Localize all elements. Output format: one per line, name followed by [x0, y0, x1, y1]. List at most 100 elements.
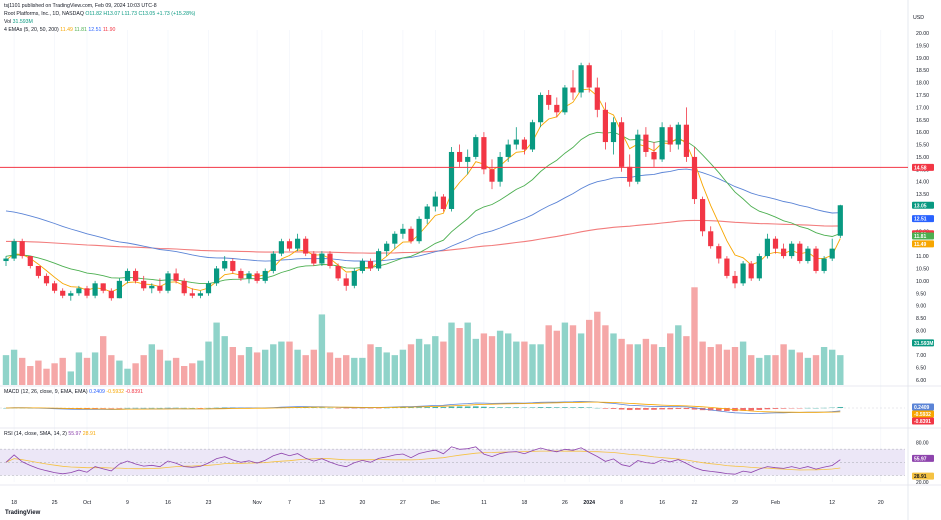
volume-bar — [715, 344, 722, 385]
candle-body — [92, 283, 98, 296]
volume-bar — [27, 366, 34, 385]
candle-body — [173, 273, 179, 281]
volume-bar — [399, 349, 407, 385]
volume-bar — [270, 344, 277, 385]
candle-body — [594, 87, 600, 110]
price-tick-label: 15.00 — [916, 155, 929, 161]
candle-body — [384, 243, 390, 252]
volume-bar — [407, 344, 415, 385]
volume-bar — [812, 355, 820, 385]
price-tick-label: 19.00 — [916, 56, 929, 62]
price-label: 13.05 — [914, 203, 927, 209]
time-tick-label: 7 — [288, 500, 291, 506]
time-tick-label: 2024 — [583, 500, 595, 506]
candle-body — [76, 288, 82, 294]
candle-body — [440, 196, 446, 209]
candle-body — [481, 137, 487, 170]
candle-body — [529, 122, 536, 150]
price-tick-label: 17.00 — [916, 105, 929, 111]
volume-bar — [699, 341, 706, 385]
volume-bar — [820, 347, 828, 385]
volume-bar — [108, 355, 115, 385]
time-tick-label: 12 — [829, 500, 835, 506]
tradingview-logo: TradingView — [5, 510, 40, 516]
macd-histogram-bar — [497, 407, 503, 408]
volume-bar — [634, 344, 641, 385]
time-tick-label: 23 — [206, 500, 212, 506]
volume-bar — [367, 344, 374, 385]
candle-body — [675, 124, 681, 145]
volume-bar — [804, 357, 812, 385]
volume-bar — [424, 344, 431, 385]
macd-histogram-bar — [432, 406, 439, 408]
volume-bar — [10, 349, 18, 385]
macd-label-box — [912, 417, 934, 425]
candle-body — [286, 241, 293, 249]
volume-bar — [505, 333, 512, 385]
candle-body — [214, 268, 220, 284]
volume-bar — [391, 355, 398, 385]
time-tick-label: 29 — [732, 500, 738, 506]
candle-body — [805, 248, 811, 262]
macd-label: MACD (12, 26, close, 9, EMA, EMA) — [4, 389, 88, 395]
macd-histogram-bar — [659, 408, 665, 410]
candle-body — [416, 218, 422, 242]
time-tick-label: 20 — [360, 500, 366, 506]
volume-bar — [334, 357, 342, 385]
volume-bar — [748, 355, 755, 385]
rsi-ma-value: 28.91 — [82, 431, 96, 437]
volume-bar — [464, 322, 471, 385]
candle-body — [570, 87, 576, 93]
macd-histogram-bar — [635, 408, 641, 410]
price-tick-label: 6.00 — [916, 378, 926, 384]
volume-bar — [650, 344, 658, 385]
macd-histogram-bar — [545, 407, 552, 408]
volume-bar — [723, 349, 731, 385]
candle-body — [789, 243, 795, 257]
candle-body — [635, 134, 641, 182]
time-tick-label: 8 — [620, 500, 623, 506]
macd-label-box — [912, 410, 934, 418]
volume-bar — [343, 355, 350, 385]
candle-body — [740, 263, 746, 284]
candle-body — [813, 248, 819, 271]
candle-body — [359, 261, 365, 271]
candle-body — [278, 241, 284, 254]
candlesticks — [3, 62, 843, 301]
candle-body — [554, 104, 560, 113]
macd-histogram-bar — [416, 407, 422, 408]
volume-bar — [286, 341, 293, 385]
candle-body — [335, 265, 341, 279]
candle-body — [311, 253, 317, 264]
volume-bar — [764, 355, 771, 385]
time-tick-label: Dec — [431, 500, 441, 506]
volume-bars — [2, 287, 844, 385]
candle-body — [473, 137, 479, 157]
price-tick-label: 7.00 — [916, 353, 926, 359]
volume-bar — [480, 333, 488, 385]
volume-bar — [658, 347, 666, 385]
volume-bar — [116, 360, 123, 385]
volume-bar — [707, 347, 714, 385]
price-tick-label: 10.50 — [916, 266, 929, 272]
candle-body — [602, 109, 608, 143]
ema-50-line — [5, 168, 841, 262]
candle-body — [68, 293, 74, 296]
macd-histogram-bar — [440, 407, 447, 408]
price-label: 14.58 — [914, 165, 927, 171]
candle-body — [165, 273, 171, 291]
price-tick-label: 18.50 — [916, 68, 929, 74]
time-tick-label: 11 — [481, 500, 486, 506]
price-tick-label: 16.00 — [916, 130, 929, 136]
candle-body — [124, 270, 131, 281]
ema-20-line — [5, 131, 841, 285]
macd-histogram-bar — [586, 407, 592, 408]
macd-histogram-bar — [602, 408, 609, 409]
candle-body — [546, 94, 552, 105]
volume-bar — [67, 371, 74, 385]
time-tick-label: 27 — [400, 500, 406, 506]
volume-bar — [245, 347, 253, 385]
volume-bar — [667, 333, 674, 385]
time-tick-label: 16 — [659, 500, 665, 506]
